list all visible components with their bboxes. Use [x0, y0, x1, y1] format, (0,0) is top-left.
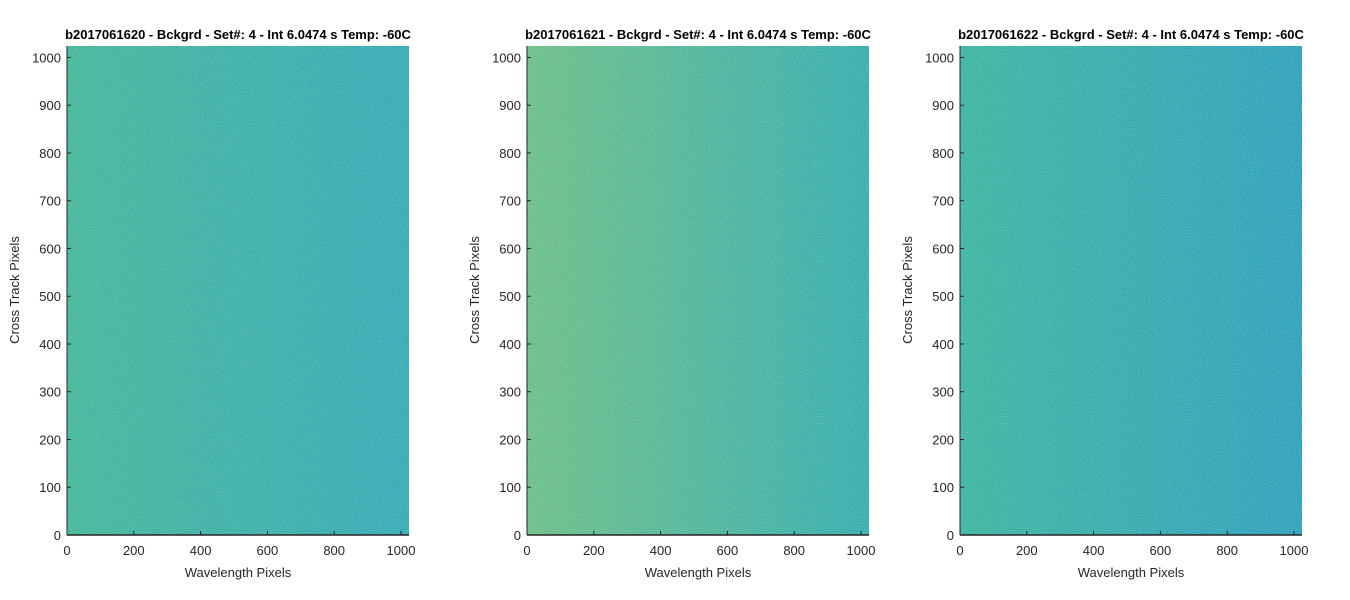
x-tick-label: 1000 — [1280, 543, 1309, 558]
y-tick-label: 1000 — [492, 50, 521, 65]
x-tick-label: 400 — [190, 543, 212, 558]
x-tick-label: 200 — [583, 543, 605, 558]
y-tick-label: 300 — [932, 385, 954, 400]
y-axis-label: Cross Track Pixels — [467, 236, 482, 344]
x-ticks: 0 200 400 600 800 1000 — [523, 531, 875, 558]
panel-2: b2017061621 - Bckgrd - Set#: 4 - Int 6.0… — [467, 27, 875, 580]
y-axis-label: Cross Track Pixels — [7, 236, 22, 344]
heatmap-noise — [527, 46, 869, 535]
y-tick-label: 500 — [39, 289, 61, 304]
y-tick-label: 200 — [499, 432, 521, 447]
y-tick-label: 300 — [39, 385, 61, 400]
panel-title: b2017061622 - Bckgrd - Set#: 4 - Int 6.0… — [958, 27, 1304, 42]
x-tick-label: 600 — [717, 543, 739, 558]
x-axis-label: Wavelength Pixels — [645, 565, 752, 580]
x-tick-label: 600 — [1150, 543, 1172, 558]
y-tick-label: 300 — [499, 385, 521, 400]
y-tick-label: 0 — [54, 528, 61, 543]
y-tick-label: 0 — [947, 528, 954, 543]
y-tick-label: 0 — [514, 528, 521, 543]
y-tick-label: 700 — [39, 194, 61, 209]
y-tick-label: 100 — [39, 480, 61, 495]
y-tick-label: 900 — [39, 98, 61, 113]
y-tick-label: 500 — [499, 289, 521, 304]
y-tick-label: 700 — [499, 194, 521, 209]
heatmap-noise — [960, 46, 1302, 535]
x-axis-label: Wavelength Pixels — [185, 565, 292, 580]
x-ticks: 0 200 400 600 800 1000 — [956, 531, 1308, 558]
x-ticks: 0 200 400 600 800 1000 — [63, 531, 415, 558]
panel-1: b2017061620 - Bckgrd - Set#: 4 - Int 6.0… — [7, 27, 415, 580]
x-axis-label: Wavelength Pixels — [1078, 565, 1185, 580]
y-tick-label: 100 — [932, 480, 954, 495]
y-axis-label: Cross Track Pixels — [900, 236, 915, 344]
y-tick-label: 900 — [932, 98, 954, 113]
panel-3: b2017061622 - Bckgrd - Set#: 4 - Int 6.0… — [900, 27, 1308, 580]
x-tick-label: 200 — [123, 543, 145, 558]
x-tick-label: 600 — [257, 543, 279, 558]
x-tick-label: 1000 — [847, 543, 876, 558]
y-tick-label: 400 — [39, 337, 61, 352]
panel-title: b2017061621 - Bckgrd - Set#: 4 - Int 6.0… — [525, 27, 871, 42]
x-tick-label: 400 — [650, 543, 672, 558]
y-tick-label: 600 — [39, 241, 61, 256]
y-tick-label: 800 — [39, 146, 61, 161]
x-tick-label: 800 — [323, 543, 345, 558]
y-tick-label: 800 — [932, 146, 954, 161]
x-tick-label: 200 — [1016, 543, 1038, 558]
x-tick-label: 0 — [956, 543, 963, 558]
x-tick-label: 0 — [63, 543, 70, 558]
y-tick-label: 600 — [932, 241, 954, 256]
y-tick-label: 800 — [499, 146, 521, 161]
x-tick-label: 800 — [783, 543, 805, 558]
y-tick-label: 400 — [499, 337, 521, 352]
y-ticks: 0 100 200 300 400 500 600 700 800 900 1000 — [32, 50, 71, 543]
x-tick-label: 800 — [1216, 543, 1238, 558]
y-ticks: 0 100 200 300 400 500 600 700 800 900 1000 — [492, 50, 531, 543]
y-tick-label: 200 — [932, 432, 954, 447]
y-tick-label: 900 — [499, 98, 521, 113]
heatmap-noise — [67, 46, 409, 535]
y-tick-label: 400 — [932, 337, 954, 352]
y-tick-label: 1000 — [32, 50, 61, 65]
y-tick-label: 600 — [499, 241, 521, 256]
y-tick-label: 1000 — [925, 50, 954, 65]
y-tick-label: 500 — [932, 289, 954, 304]
y-tick-label: 100 — [499, 480, 521, 495]
x-tick-label: 1000 — [387, 543, 416, 558]
panel-title: b2017061620 - Bckgrd - Set#: 4 - Int 6.0… — [65, 27, 411, 42]
x-tick-label: 0 — [523, 543, 530, 558]
y-tick-label: 700 — [932, 194, 954, 209]
x-tick-label: 400 — [1083, 543, 1105, 558]
y-tick-label: 200 — [39, 432, 61, 447]
y-ticks: 0 100 200 300 400 500 600 700 800 900 1000 — [925, 50, 964, 543]
